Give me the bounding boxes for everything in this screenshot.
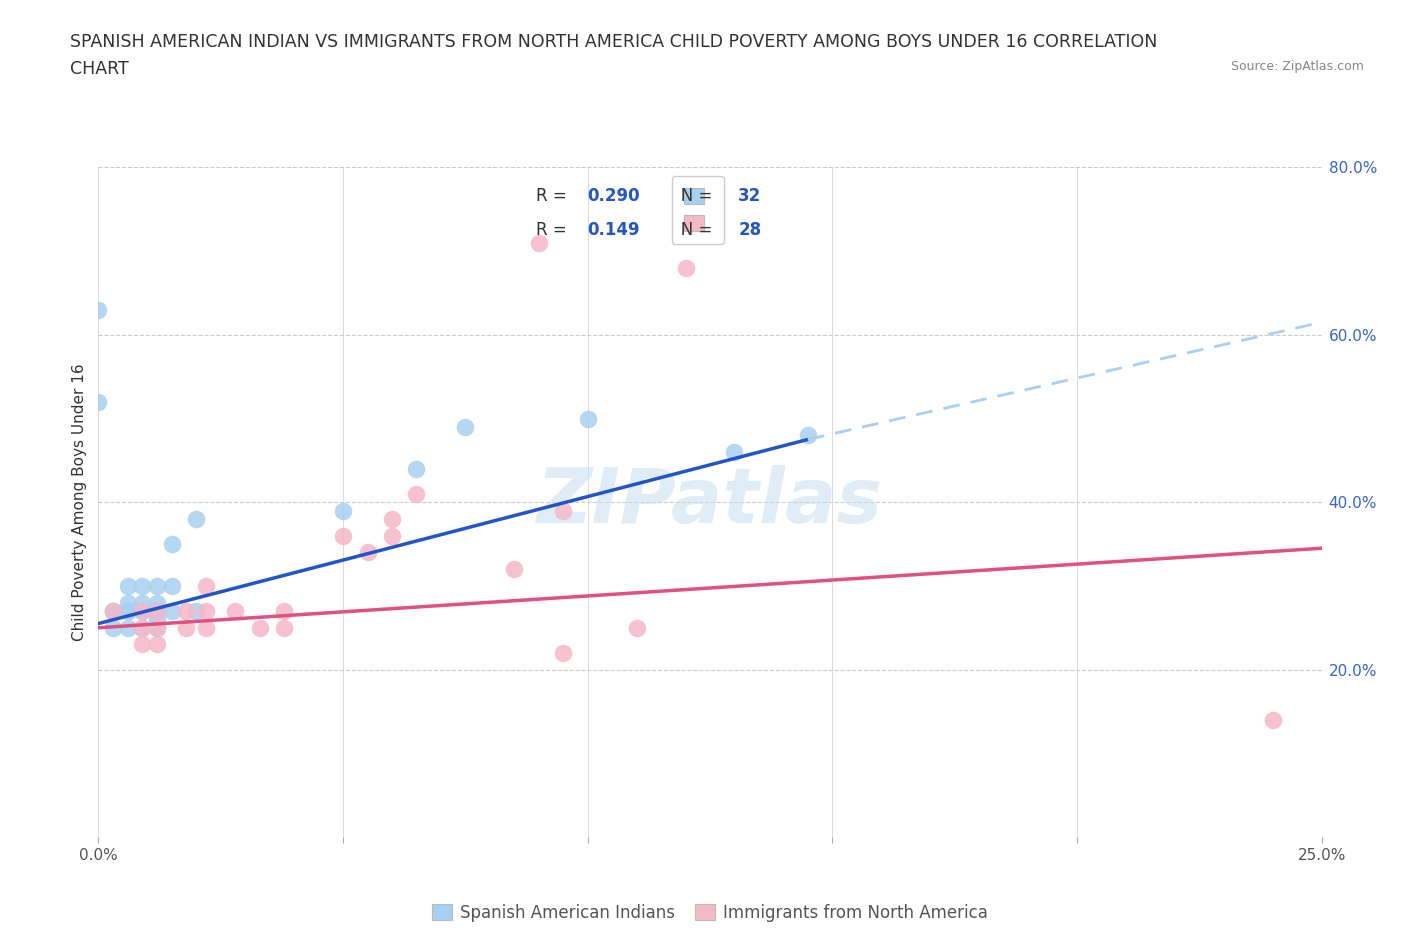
Point: [160, 578, 183, 593]
Legend: Spanish American Indians, Immigrants from North America: Spanish American Indians, Immigrants fro…: [423, 896, 997, 930]
Point: [553, 645, 575, 660]
Point: [405, 461, 427, 476]
Point: [195, 604, 218, 618]
Point: [131, 604, 153, 618]
Point: [146, 595, 169, 610]
Point: [454, 419, 477, 434]
Point: [675, 260, 697, 275]
Point: [576, 411, 599, 426]
Point: [87, 302, 110, 317]
Text: R =: R =: [536, 220, 572, 239]
Point: [503, 562, 526, 577]
Point: [332, 528, 354, 543]
Point: [131, 604, 153, 618]
Point: [273, 620, 295, 635]
Point: [626, 620, 648, 635]
Text: CHART: CHART: [70, 60, 129, 78]
Text: R =: R =: [536, 187, 572, 206]
Point: [381, 512, 404, 526]
Point: [146, 604, 169, 618]
Point: [186, 512, 208, 526]
Point: [146, 612, 169, 627]
Text: SPANISH AMERICAN INDIAN VS IMMIGRANTS FROM NORTH AMERICA CHILD POVERTY AMONG BOY: SPANISH AMERICAN INDIAN VS IMMIGRANTS FR…: [70, 33, 1157, 50]
Point: [224, 604, 246, 618]
Point: [249, 620, 271, 635]
Text: 0.290: 0.290: [588, 187, 640, 206]
Point: [131, 620, 153, 635]
Point: [131, 604, 153, 618]
Point: [131, 595, 153, 610]
Point: [195, 578, 218, 593]
Point: [527, 235, 550, 250]
Point: [405, 486, 427, 501]
Point: [117, 620, 139, 635]
Point: [176, 620, 198, 635]
Point: [146, 604, 169, 618]
Point: [87, 394, 110, 409]
Point: [101, 604, 124, 618]
Point: [101, 604, 124, 618]
Point: [273, 604, 295, 618]
Point: [131, 578, 153, 593]
Point: [186, 604, 208, 618]
Point: [356, 545, 378, 560]
Point: [117, 578, 139, 593]
Point: [146, 637, 169, 652]
Point: [1261, 712, 1284, 727]
Y-axis label: Child Poverty Among Boys Under 16: Child Poverty Among Boys Under 16: [72, 364, 87, 641]
Text: Source: ZipAtlas.com: Source: ZipAtlas.com: [1230, 60, 1364, 73]
Point: [381, 528, 404, 543]
Point: [101, 620, 124, 635]
Point: [723, 445, 745, 459]
Text: 32: 32: [738, 187, 762, 206]
Point: [117, 604, 139, 618]
Point: [117, 604, 139, 618]
Point: [146, 578, 169, 593]
Text: N =: N =: [665, 187, 717, 206]
Point: [101, 604, 124, 618]
Text: N =: N =: [665, 220, 717, 239]
Point: [131, 620, 153, 635]
Point: [797, 428, 820, 443]
Point: [160, 537, 183, 551]
Point: [117, 595, 139, 610]
Point: [553, 503, 575, 518]
Text: 28: 28: [738, 220, 761, 239]
Point: [195, 620, 218, 635]
Point: [131, 637, 153, 652]
Point: [160, 604, 183, 618]
Point: [146, 620, 169, 635]
Text: 0.149: 0.149: [588, 220, 640, 239]
Point: [146, 620, 169, 635]
Text: ZIPatlas: ZIPatlas: [537, 465, 883, 539]
Point: [176, 604, 198, 618]
Point: [332, 503, 354, 518]
Point: [146, 604, 169, 618]
